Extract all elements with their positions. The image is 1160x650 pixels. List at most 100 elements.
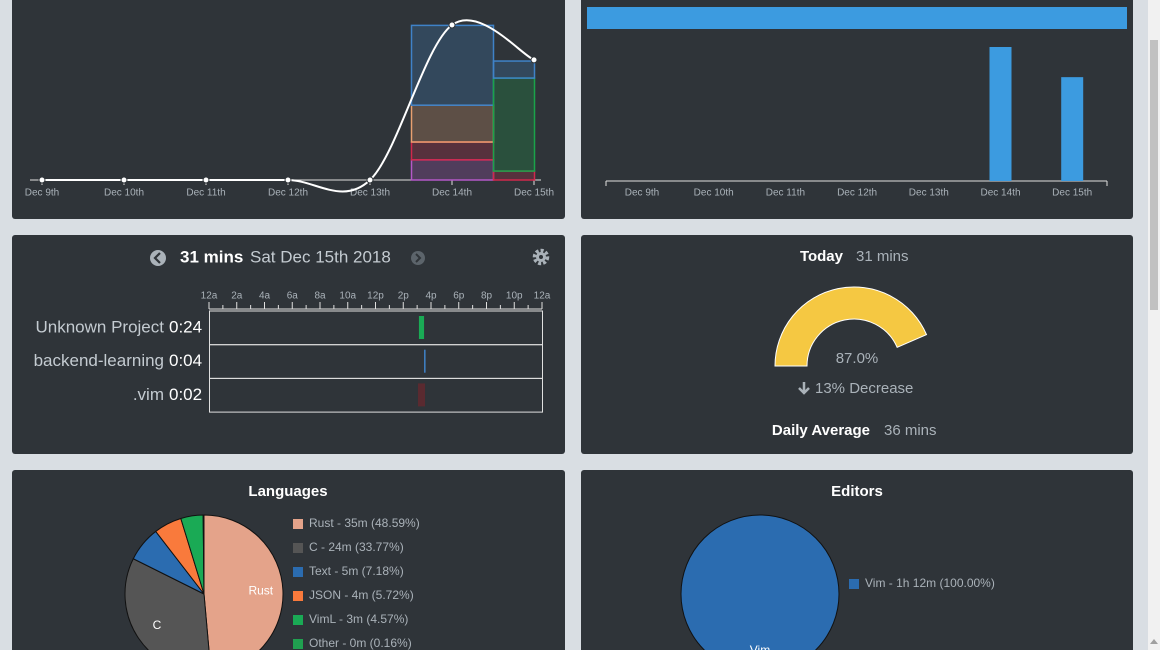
- legend-label: Other - 0m (0.16%): [309, 636, 412, 650]
- gear-hole: [539, 255, 543, 259]
- change: 13% Decrease: [815, 380, 913, 397]
- x-tick-label: Dec 10th: [694, 188, 734, 199]
- total-point: [202, 176, 210, 184]
- total-point: [448, 21, 456, 29]
- x-tick-label: Dec 10th: [104, 188, 144, 199]
- hour-label: 12a: [201, 291, 218, 302]
- editors-title: Editors: [831, 483, 883, 500]
- x-tick-label: Dec 12th: [837, 188, 877, 199]
- pie-slice: [680, 514, 840, 650]
- x-tick-label: Dec 12th: [268, 188, 308, 199]
- hour-label: 10a: [339, 291, 356, 302]
- project-name: backend-learning: [34, 351, 164, 370]
- project-time: 0:02: [169, 385, 202, 404]
- project-time: 0:04: [169, 351, 202, 370]
- today-value: 31 mins: [856, 248, 909, 265]
- range-bar: [587, 7, 1127, 29]
- today-label: Today: [800, 248, 844, 265]
- hour-label: 8a: [314, 291, 326, 302]
- average: 36 mins: [884, 422, 937, 439]
- hour-label: 6a: [287, 291, 299, 302]
- hour-label: 4a: [259, 291, 271, 302]
- languages-title: Languages: [248, 483, 327, 500]
- hour-label: 2p: [398, 291, 410, 302]
- stack-segment: [492, 77, 536, 172]
- legend-swatch: [293, 591, 303, 601]
- stack-segment: [492, 170, 536, 181]
- legend-label: Rust - 35m (48.59%): [309, 516, 420, 530]
- x-tick-label: Dec 9th: [625, 188, 659, 199]
- gauge-fill: [774, 286, 928, 367]
- hour-label: 12p: [367, 291, 384, 302]
- total-point: [120, 176, 128, 184]
- slice-label: Vim: [750, 643, 770, 650]
- legend-swatch: [293, 543, 303, 553]
- duration: 31 mins: [180, 247, 243, 266]
- hour-label: 4p: [425, 291, 437, 302]
- prev-icon: [153, 252, 161, 264]
- gauge-label: 87.0%: [836, 350, 879, 367]
- legend-label: Vim - 1h 12m (100.00%): [865, 576, 995, 590]
- hour-label: 2a: [231, 291, 243, 302]
- legend-label: JSON - 4m (5.72%): [309, 588, 414, 602]
- project-name: Unknown Project: [35, 317, 164, 336]
- next-day[interactable]: [411, 251, 425, 265]
- activity-block: [418, 316, 425, 339]
- x-tick-label: Dec 15th: [1052, 188, 1092, 199]
- hour-label: 10p: [506, 291, 523, 302]
- settings[interactable]: [532, 248, 550, 266]
- activity-block: [417, 383, 426, 407]
- x-tick-label: Dec 9th: [25, 188, 59, 199]
- scroll-arrow[interactable]: [1150, 639, 1158, 644]
- scroll-thumb[interactable]: [1150, 40, 1158, 310]
- prev-day[interactable]: [150, 250, 166, 266]
- project-time: 0:24: [169, 317, 202, 336]
- stack-segment: [492, 60, 536, 79]
- date: Sat Dec 15th 2018: [250, 247, 391, 266]
- hour-label: 8p: [481, 291, 493, 302]
- legend-swatch: [293, 567, 303, 577]
- bar: [989, 47, 1012, 181]
- slice-label: Rust: [248, 584, 273, 598]
- x-tick-label: Dec 11th: [186, 188, 225, 199]
- stack-segment: [410, 24, 495, 106]
- pie-slice: [124, 558, 210, 650]
- total-point: [530, 56, 538, 64]
- activity-block: [424, 349, 426, 373]
- panel: [581, 0, 1133, 219]
- legend-label: C - 24m (33.77%): [309, 540, 404, 554]
- legend-swatch: [293, 615, 303, 625]
- total-point: [38, 176, 46, 184]
- panel: [12, 0, 565, 219]
- project-name: .vim: [133, 385, 164, 404]
- next-icon: [415, 253, 422, 263]
- legend-swatch: [293, 519, 303, 529]
- hour-label: 6p: [453, 291, 465, 302]
- stack-segment: [410, 159, 495, 181]
- panel: [581, 235, 1133, 454]
- stack-segment: [410, 141, 495, 161]
- timeline-row: [209, 377, 543, 413]
- legend-swatch: [293, 639, 303, 649]
- x-tick-label: Dec 11th: [766, 188, 805, 199]
- pie-slice: [203, 514, 284, 650]
- total-point: [366, 176, 374, 184]
- x-tick-label: Dec 14th: [432, 188, 472, 199]
- stack-segment: [410, 104, 495, 143]
- decrease-icon: [798, 382, 810, 395]
- slice-label: C: [153, 618, 162, 632]
- total-point: [284, 176, 292, 184]
- pie-slice: [202, 514, 205, 595]
- x-tick-label: Dec 14th: [980, 188, 1020, 199]
- bar: [1061, 77, 1084, 181]
- gear: [532, 248, 550, 266]
- legend-swatch: [849, 579, 859, 589]
- x-tick-label: Dec 15th: [514, 188, 554, 199]
- legend-label: VimL - 3m (4.57%): [309, 612, 408, 626]
- x-tick-label: Dec 13th: [909, 188, 949, 199]
- legend-label: Text - 5m (7.18%): [309, 564, 404, 578]
- x-tick-label: Dec 13th: [350, 188, 390, 199]
- average-label: Daily Average: [772, 422, 870, 439]
- hour-label: 12a: [534, 291, 551, 302]
